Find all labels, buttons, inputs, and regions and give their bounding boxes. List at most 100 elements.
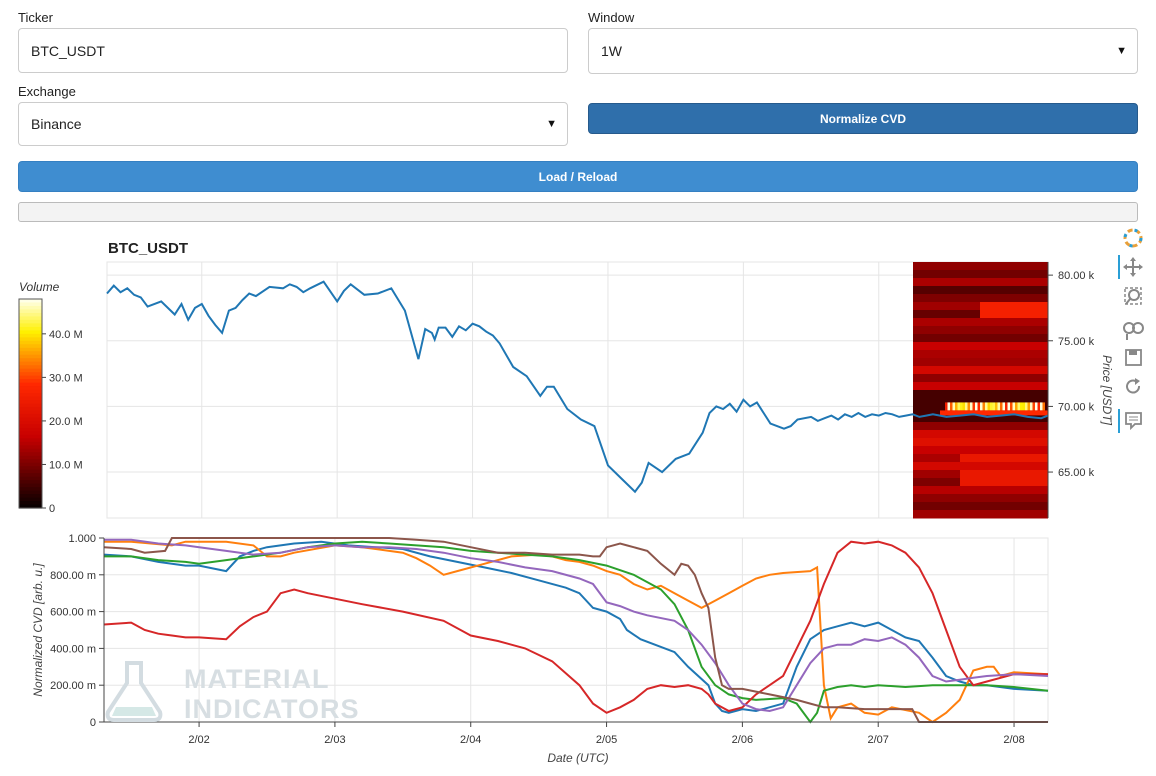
window-value: 1W <box>601 43 622 59</box>
colorbar-step <box>19 396 42 401</box>
heatmap-cell <box>913 294 1048 303</box>
window-select[interactable]: 1W ▼ <box>588 28 1138 74</box>
heatmap-cell <box>913 510 1048 519</box>
colorbar-step <box>19 497 42 502</box>
colorbar-step <box>19 434 42 439</box>
hover-icon[interactable] <box>1125 412 1142 431</box>
heatmap-cell <box>980 302 1048 311</box>
heatmap-cell <box>985 402 988 411</box>
price-series-line <box>106 280 1049 494</box>
ticker-input[interactable]: BTC_USDT <box>18 28 568 73</box>
ticker-value: BTC_USDT <box>31 42 105 59</box>
colorbar-step <box>19 504 42 509</box>
colorbar-step <box>19 400 42 405</box>
bokeh-logo-icon[interactable] <box>1123 228 1143 248</box>
ticker-label: Ticker <box>18 10 53 25</box>
colorbar-step <box>19 403 42 408</box>
colorbar-step <box>19 483 42 488</box>
cvd-x-tick-label: 2/04 <box>460 734 481 746</box>
colorbar-step <box>19 351 42 356</box>
heatmap-cell <box>1017 402 1020 411</box>
heatmap-cell <box>1037 402 1040 411</box>
heatmap-cell <box>913 382 1048 391</box>
heatmap-cell <box>962 402 965 411</box>
heatmap-cell <box>913 350 1048 359</box>
cvd-y-tick-label: 1.000 <box>68 533 96 545</box>
price-tick-label: 70.00 k <box>1058 401 1095 413</box>
chart-title: BTC_USDT <box>108 240 188 257</box>
heatmap-cell <box>992 402 995 411</box>
heatmap-cell <box>913 286 1048 295</box>
colorbar-step <box>19 438 42 443</box>
colorbar-step <box>19 323 42 328</box>
colorbar-step <box>19 389 42 394</box>
colorbar-step <box>19 452 42 457</box>
heatmap-cell <box>1030 402 1033 411</box>
colorbar-step <box>19 393 42 398</box>
heatmap-cell <box>913 318 1048 327</box>
heatmap-cell <box>913 486 1048 495</box>
cvd-y-tick-label: 200.00 m <box>50 680 96 692</box>
colorbar-step <box>19 406 42 412</box>
heatmap-cell <box>947 402 950 411</box>
heatmap-cell <box>1007 402 1010 411</box>
heatmap-cell <box>1015 402 1018 411</box>
heatmap-cell <box>1022 402 1025 411</box>
heatmap-cell <box>957 402 960 411</box>
colorbar-step <box>19 344 42 349</box>
colorbar-frame <box>18 298 43 509</box>
heatmap-cell <box>913 262 1048 271</box>
colorbar-step <box>19 494 42 499</box>
watermark-line2: INDICATORS <box>184 694 360 724</box>
heatmap-cell <box>1040 402 1043 411</box>
cvd-series-line <box>103 540 1048 714</box>
load-reload-button[interactable]: Load / Reload <box>18 161 1138 192</box>
colorbar-step <box>19 473 42 478</box>
colorbar-step <box>19 487 42 492</box>
heatmap-cell <box>982 402 985 411</box>
colorbar-tick-label: 10.0 M <box>49 459 83 471</box>
pan-icon[interactable] <box>1123 257 1143 277</box>
wheel-zoom-icon[interactable] <box>1123 322 1144 340</box>
heatmap-cell <box>970 402 973 411</box>
exchange-select[interactable]: Binance ▼ <box>18 102 568 146</box>
colorbar-step <box>19 299 42 304</box>
heatmap-cell <box>980 310 1048 319</box>
heatmap-cell <box>913 326 1048 335</box>
window-label: Window <box>588 10 635 25</box>
cvd-y-tick-label: 400.00 m <box>50 643 96 655</box>
heatmap-cell <box>1035 402 1038 411</box>
colorbar-step <box>19 476 42 481</box>
heatmap-cell <box>913 374 1048 383</box>
heatmap-cell <box>995 402 998 411</box>
heatmap-cell <box>1020 402 1023 411</box>
colorbar-step <box>19 480 42 485</box>
heatmap-cell <box>1027 402 1030 411</box>
colorbar-step <box>19 445 42 450</box>
colorbar-step <box>19 462 42 467</box>
cvd-series-line <box>104 538 1049 713</box>
normalize-cvd-button[interactable]: Normalize CVD <box>588 103 1138 134</box>
colorbar-step <box>19 375 42 380</box>
heatmap-cell <box>975 402 978 411</box>
box-zoom-icon[interactable] <box>1124 287 1142 305</box>
exchange-label: Exchange <box>18 84 76 99</box>
colorbar-step <box>19 309 42 314</box>
colorbar-step <box>19 490 42 495</box>
heatmap-cell <box>913 422 1048 431</box>
colorbar-tick-label: 30.0 M <box>49 372 83 384</box>
colorbar-step <box>19 413 42 419</box>
colorbar-step <box>19 410 42 415</box>
cvd-x-axis-label: Date (UTC) <box>547 751 608 765</box>
colorbar-step <box>19 316 42 321</box>
colorbar-step <box>19 326 42 331</box>
cvd-series-line <box>103 540 1049 714</box>
heatmap-cell <box>1002 402 1005 411</box>
reset-icon[interactable] <box>1126 378 1140 394</box>
heatmap-cell <box>960 470 1048 479</box>
heatmap-cell <box>960 402 963 411</box>
cvd-x-tick-label: 2/02 <box>188 734 209 746</box>
save-icon[interactable] <box>1125 349 1142 366</box>
price-tick-label: 75.00 k <box>1058 336 1095 348</box>
